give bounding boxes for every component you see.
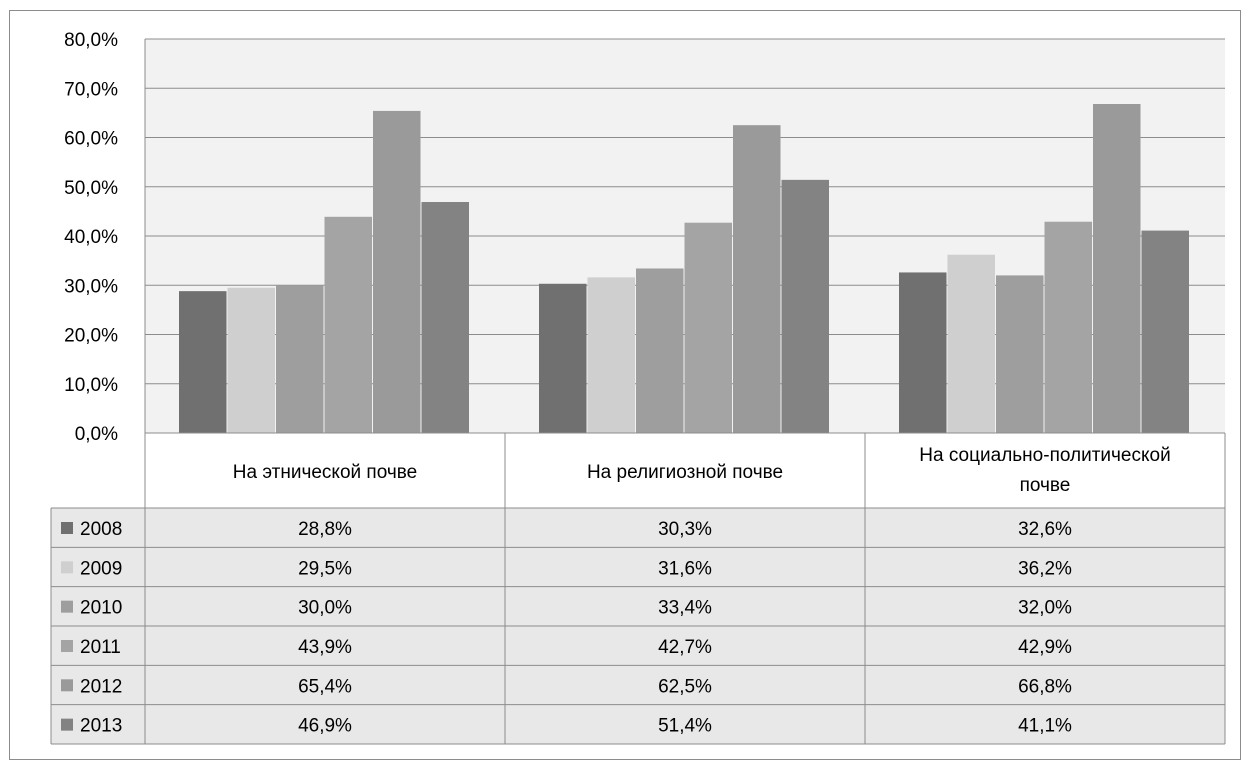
legend-key-2011 bbox=[61, 639, 73, 652]
y-tick-label: 20,0% bbox=[64, 326, 118, 347]
y-tick-label: 50,0% bbox=[64, 178, 118, 199]
data-label: 42,7% bbox=[658, 637, 712, 658]
bar-chart: 0,0% 10,0% 20,0% 30,0% 40,0% 50,0% 60,0% 70,0% 8… bbox=[50, 30, 1226, 745]
data-label: 32,0% bbox=[1018, 598, 1072, 619]
legend-label: 2013 bbox=[80, 716, 122, 737]
data-label: 43,9% bbox=[298, 637, 352, 658]
data-label: 42,9% bbox=[1018, 637, 1072, 658]
legend-key-2009 bbox=[61, 561, 73, 574]
bar-2010-2 bbox=[636, 268, 684, 433]
chart-frame: 0,0% 10,0% 20,0% 30,0% 40,0% 50,0% 60,0% 70,0% 8… bbox=[9, 10, 1241, 760]
data-label: 31,6% bbox=[658, 558, 712, 579]
data-label: 65,4% bbox=[298, 676, 352, 697]
data-label: 28,8% bbox=[298, 519, 352, 540]
data-label: 36,2% bbox=[1018, 558, 1072, 579]
bar-2008-3 bbox=[899, 272, 947, 433]
category-label: На этнической почве bbox=[233, 462, 417, 483]
table-row bbox=[51, 625, 1225, 666]
bar-2013-2 bbox=[781, 179, 829, 433]
category-label: На религиозной почве bbox=[587, 462, 783, 483]
y-tick-label: 80,0% bbox=[64, 30, 118, 51]
legend-key-2012 bbox=[61, 679, 73, 692]
legend-label: 2011 bbox=[80, 637, 121, 658]
bar-2008-1 bbox=[179, 291, 227, 433]
y-tick-label: 30,0% bbox=[64, 276, 118, 297]
bar-2010-1 bbox=[276, 285, 324, 433]
bar-2011-1 bbox=[324, 216, 372, 433]
legend-key-2008 bbox=[61, 522, 73, 534]
bar-2008-2 bbox=[539, 283, 587, 433]
table-row bbox=[51, 704, 1225, 744]
data-label: 66,8% bbox=[1018, 676, 1072, 697]
data-label: 46,9% bbox=[298, 716, 352, 737]
bar-2012-2 bbox=[733, 125, 781, 433]
data-label: 62,5% bbox=[658, 676, 712, 697]
data-label: 32,6% bbox=[1018, 519, 1072, 540]
y-tick-label: 10,0% bbox=[64, 375, 118, 396]
bar-2012-1 bbox=[373, 110, 421, 433]
data-label: 51,4% bbox=[658, 716, 712, 737]
data-label: 33,4% bbox=[658, 598, 712, 619]
bar-2010-3 bbox=[996, 275, 1044, 433]
bar-2012-3 bbox=[1093, 104, 1141, 433]
bar-2011-3 bbox=[1044, 221, 1092, 433]
data-label: 41,1% bbox=[1018, 716, 1072, 737]
data-label: 30,3% bbox=[658, 519, 712, 540]
bar-2013-1 bbox=[421, 202, 469, 433]
bar-2013-3 bbox=[1141, 230, 1189, 433]
bar-2011-2 bbox=[684, 222, 732, 433]
legend-key-2013 bbox=[61, 718, 73, 731]
legend-label: 2008 bbox=[80, 519, 122, 540]
y-tick-label: 40,0% bbox=[64, 227, 118, 248]
bar-2009-2 bbox=[587, 277, 635, 433]
bar-2009-1 bbox=[227, 287, 275, 433]
data-label: 29,5% bbox=[298, 558, 352, 579]
y-tick-label: 0,0% bbox=[75, 424, 118, 445]
data-label: 30,0% bbox=[298, 598, 352, 619]
legend-label: 2012 bbox=[80, 676, 122, 697]
legend-key-2010 bbox=[61, 600, 73, 613]
legend-label: 2010 bbox=[80, 598, 122, 619]
table-row bbox=[51, 547, 1225, 587]
y-tick-label: 70,0% bbox=[64, 79, 118, 100]
category-label: почве bbox=[1020, 475, 1071, 496]
category-label: На социально-политической bbox=[919, 445, 1170, 466]
y-tick-label: 60,0% bbox=[64, 129, 118, 150]
bar-2009-3 bbox=[947, 254, 995, 433]
legend-label: 2009 bbox=[80, 558, 122, 579]
table-row bbox=[51, 586, 1225, 626]
table-row bbox=[51, 508, 1225, 548]
table-row bbox=[51, 665, 1225, 705]
